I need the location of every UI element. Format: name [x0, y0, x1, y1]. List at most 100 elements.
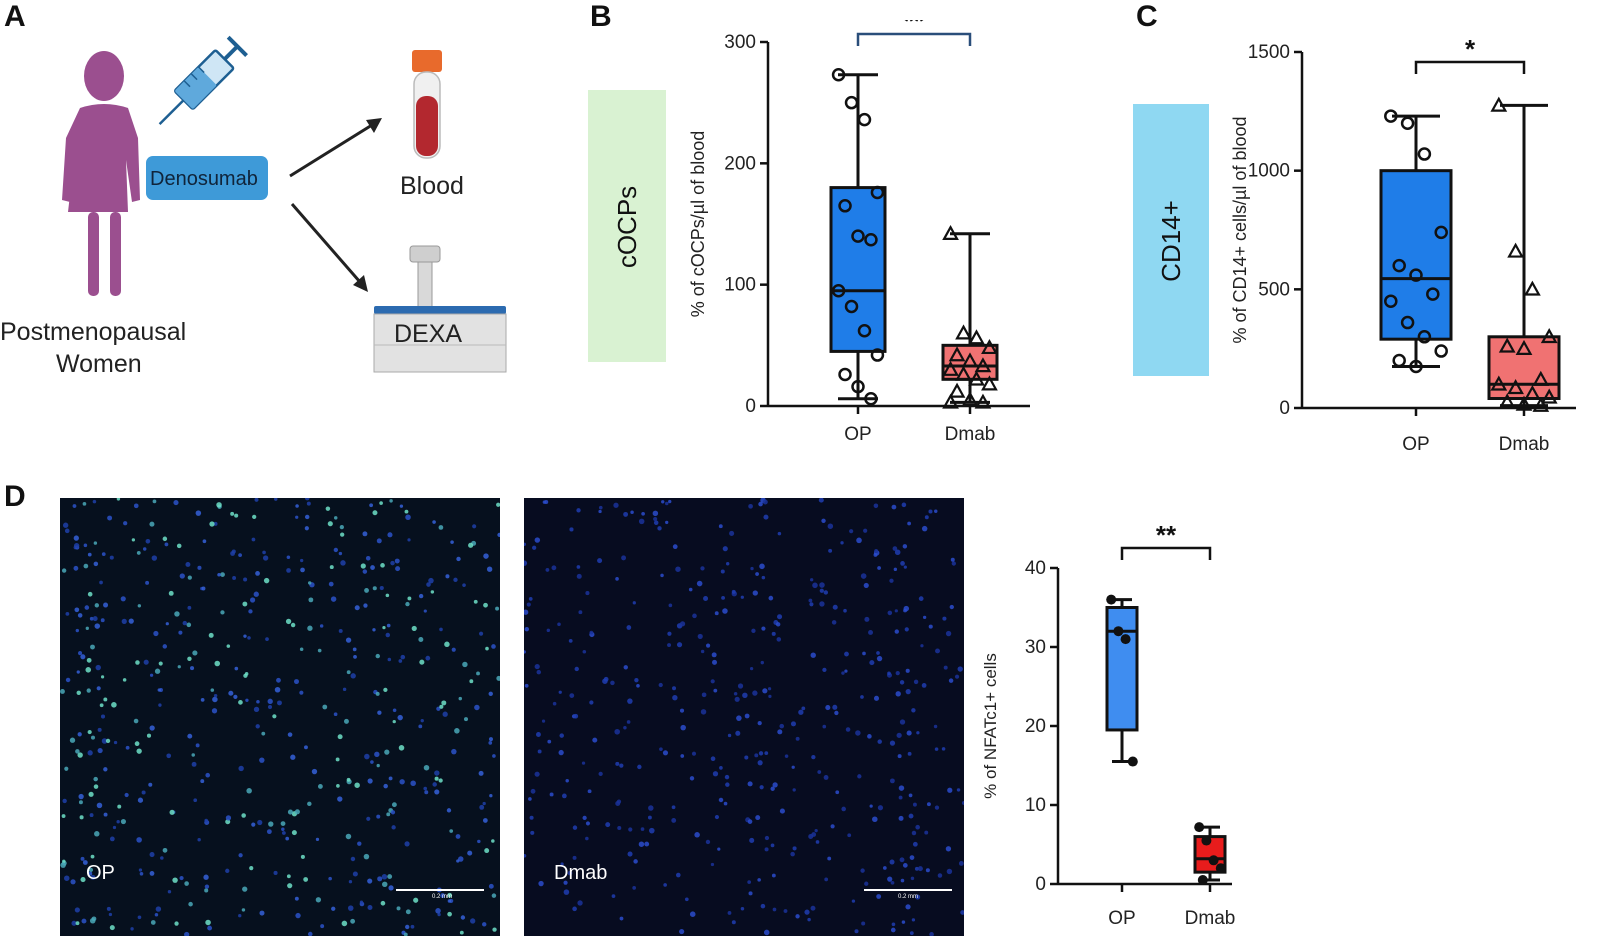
- cell-dot: [405, 909, 411, 915]
- cell-dot: [729, 530, 735, 536]
- cell-dot: [759, 563, 765, 570]
- dexa-scanner-icon: [373, 245, 507, 373]
- cell-dot: [105, 738, 111, 744]
- cell-dot: [898, 815, 904, 821]
- cell-dot: [447, 892, 453, 898]
- data-point: [844, 299, 859, 314]
- cell-dot: [915, 824, 920, 830]
- cell-dot: [352, 871, 358, 877]
- cell-dot: [758, 501, 763, 507]
- cell-dot: [532, 545, 537, 550]
- cell-dot: [627, 698, 633, 704]
- cell-dot: [679, 929, 685, 935]
- cell-dot: [911, 918, 916, 922]
- cell-dot: [854, 929, 859, 934]
- cell-dot: [558, 690, 562, 694]
- data-point: [857, 112, 872, 127]
- cell-dot: [217, 572, 221, 577]
- cell-dot: [847, 833, 852, 838]
- data-point: [1400, 116, 1415, 130]
- cell-dot: [346, 670, 351, 675]
- cell-dot: [392, 719, 396, 724]
- cell-dot: [941, 747, 946, 751]
- cell-dot: [418, 593, 424, 599]
- cell-dot: [549, 792, 554, 797]
- cell-dot: [795, 736, 800, 741]
- cell-dot: [740, 595, 744, 599]
- cell-dot: [286, 568, 291, 573]
- cell-dot: [883, 866, 887, 870]
- x-tick-label-dmab: Dmab: [1499, 434, 1550, 455]
- cell-dot: [817, 770, 822, 774]
- cell-dot: [201, 586, 206, 591]
- cell-dot: [552, 701, 557, 706]
- cell-dot: [562, 793, 567, 799]
- cell-dot: [241, 908, 246, 912]
- syringe-icon: [158, 35, 248, 126]
- data-point: [981, 338, 998, 355]
- cell-dot: [748, 891, 753, 896]
- cell-dot: [679, 708, 685, 713]
- cell-dot: [317, 784, 323, 789]
- cell-dot: [101, 738, 108, 744]
- cell-dot: [929, 932, 934, 936]
- cell-dot: [822, 724, 827, 729]
- cell-dot: [542, 500, 547, 504]
- cell-dot: [352, 647, 357, 652]
- cell-dot: [394, 558, 400, 564]
- cell-dot: [757, 720, 762, 726]
- cell-dot: [238, 700, 243, 705]
- cell-dot: [484, 848, 490, 854]
- cell-dot: [529, 815, 534, 820]
- cell-dot: [615, 761, 620, 766]
- cell-dot: [808, 598, 813, 603]
- cell-dot: [906, 730, 912, 736]
- cell-dot: [137, 797, 144, 803]
- cell-dot: [689, 911, 696, 917]
- cell-dot: [949, 604, 954, 610]
- data-point: [942, 393, 959, 409]
- cell-dot: [238, 853, 243, 858]
- cell-dot: [281, 827, 285, 832]
- cell-dot: [248, 609, 253, 614]
- cell-dot: [245, 698, 249, 702]
- cell-dot: [419, 659, 425, 665]
- cell-dot: [447, 899, 452, 903]
- cell-dot: [381, 874, 388, 880]
- cell-dot: [736, 715, 742, 721]
- cell-dot: [771, 631, 776, 636]
- cell-dot: [392, 708, 397, 713]
- cell-dot: [423, 786, 428, 791]
- cell-dot: [246, 788, 252, 794]
- cell-dot: [379, 585, 384, 591]
- cell-dot: [524, 683, 529, 688]
- cell-dot: [241, 813, 246, 818]
- data-point: [1208, 855, 1219, 866]
- cell-dot: [725, 782, 730, 787]
- cell-dot: [71, 920, 77, 926]
- cell-dot: [572, 906, 577, 912]
- cell-dot: [90, 854, 95, 859]
- cell-dot: [399, 779, 405, 785]
- cell-dot: [605, 822, 611, 828]
- cell-dot: [123, 521, 128, 526]
- cell-dot: [526, 602, 531, 607]
- y-tick-label: 100: [724, 275, 756, 296]
- cell-dot: [911, 830, 917, 836]
- cell-dot: [263, 577, 270, 584]
- cell-dot: [78, 800, 83, 805]
- cell-dot: [924, 515, 929, 520]
- y-tick-label: 30: [1025, 637, 1046, 658]
- cell-dot: [585, 836, 589, 841]
- cell-dot: [85, 626, 89, 630]
- significance-bracket: [1414, 60, 1526, 74]
- cell-dot: [209, 521, 215, 527]
- y-tick-label: 10: [1025, 795, 1046, 816]
- cell-dot: [914, 866, 919, 871]
- cell-dot: [855, 730, 861, 736]
- cell-dot: [831, 620, 837, 625]
- cell-dot: [374, 751, 380, 758]
- cell-dot: [713, 688, 718, 693]
- cell-dot: [190, 666, 195, 671]
- cell-dot: [668, 499, 672, 504]
